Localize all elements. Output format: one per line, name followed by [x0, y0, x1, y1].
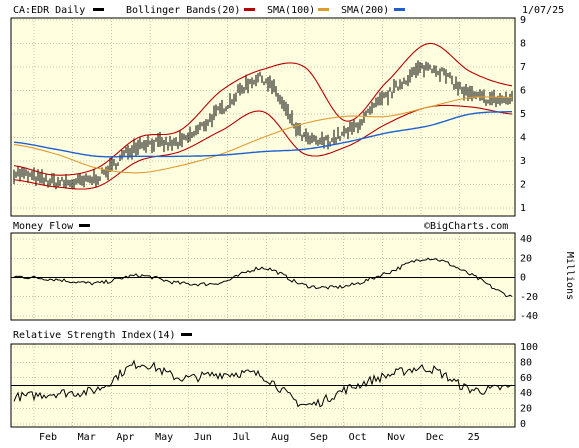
- rsi-title: Relative Strength Index(14): [13, 330, 176, 341]
- price-panel: [10, 17, 516, 217]
- price-y-tick-label: 5: [520, 109, 526, 120]
- symbol-label: CA:EDR Daily: [13, 5, 85, 16]
- x-tick-label: Oct: [349, 432, 367, 443]
- x-tick-label: Feb: [39, 432, 57, 443]
- rsi-y-tick-label: 100: [520, 342, 538, 353]
- rsi-y-tick-label: 80: [520, 357, 532, 368]
- x-tick-label: Mar: [78, 432, 96, 443]
- x-tick-label: May: [155, 432, 173, 443]
- price-y-tick-label: 7: [520, 62, 526, 73]
- series-sma-100-: [13, 96, 512, 174]
- series-sma-200-: [13, 111, 512, 158]
- money-flow-y-tick-label: 0: [520, 273, 526, 284]
- money-flow-title: Money Flow: [13, 221, 74, 232]
- x-tick-label: 25: [468, 432, 480, 443]
- x-tick-label: Apr: [116, 432, 134, 443]
- watermark: ©BigCharts.com: [424, 221, 508, 232]
- rsi-y-tick-label: 60: [520, 373, 532, 384]
- x-tick-label: Jun: [194, 432, 212, 443]
- price-y-tick-label: 1: [520, 203, 526, 214]
- bollinger-legend-swatch: [244, 8, 255, 11]
- price-y-tick-label: 3: [520, 156, 526, 167]
- x-tick-label: Dec: [426, 432, 444, 443]
- rsi-y-tick-label: 20: [520, 404, 532, 415]
- bollinger-label: Bollinger Bands(20): [126, 5, 240, 16]
- x-tick-label: Nov: [387, 432, 405, 443]
- price-y-tick-label: 8: [520, 39, 526, 50]
- x-tick-label: Aug: [271, 432, 289, 443]
- date-label: 1/07/25: [522, 5, 564, 16]
- money-flow-y-tick-label: -20: [520, 292, 538, 303]
- sma100-label: SMA(100): [267, 5, 315, 16]
- money-flow-legend-swatch: [79, 224, 90, 227]
- money-flow-y-tick-label: 40: [520, 234, 532, 245]
- series-money-flow: [13, 257, 513, 298]
- money-flow-y-tick-label: 20: [520, 253, 532, 264]
- series-rsi: [13, 359, 513, 408]
- rsi-y-tick-label: 40: [520, 388, 532, 399]
- x-tick-label: Sep: [310, 432, 328, 443]
- price-y-tick-label: 4: [520, 133, 526, 144]
- sma200-legend-swatch: [394, 8, 405, 11]
- price-y-tick-label: 6: [520, 86, 526, 97]
- money-flow-y-tick-label: -40: [520, 311, 538, 322]
- symbol-legend-swatch: [93, 8, 104, 11]
- sma100-legend-swatch: [318, 8, 329, 11]
- x-tick-label: Jul: [232, 432, 250, 443]
- money-flow-panel: [10, 232, 516, 321]
- rsi-legend-swatch: [181, 333, 192, 336]
- price-y-tick-label: 9: [520, 15, 526, 26]
- money-flow-unit-label: Millions: [564, 252, 575, 300]
- rsi-y-tick-label: 0: [520, 419, 526, 430]
- sma200-label: SMA(200): [341, 5, 389, 16]
- price-y-tick-label: 2: [520, 180, 526, 191]
